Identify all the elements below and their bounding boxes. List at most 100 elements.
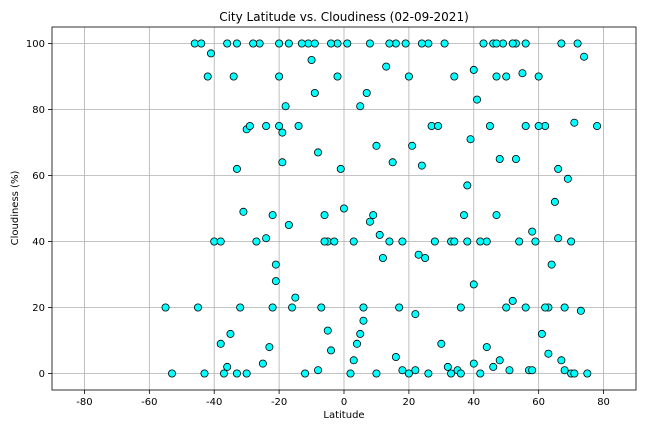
data-point: [482, 343, 491, 352]
data-point: [232, 164, 241, 173]
x-tick-label: -80: [76, 397, 92, 408]
data-point: [544, 349, 553, 358]
data-point: [508, 39, 517, 48]
data-point: [550, 197, 559, 206]
data-point: [307, 56, 316, 65]
data-point: [252, 237, 261, 246]
data-point: [476, 369, 485, 378]
data-point: [346, 369, 355, 378]
data-point: [310, 89, 319, 98]
data-point: [557, 356, 566, 365]
data-point: [411, 366, 420, 375]
data-point: [232, 39, 241, 48]
data-point: [408, 141, 417, 150]
data-point: [469, 280, 478, 289]
data-point: [489, 362, 498, 371]
data-point: [421, 253, 430, 262]
data-point: [401, 39, 410, 48]
data-point: [528, 366, 537, 375]
data-point: [352, 339, 361, 348]
data-point: [378, 253, 387, 262]
data-point: [268, 211, 277, 220]
data-point: [327, 39, 336, 48]
y-tick-label: 100: [26, 39, 45, 50]
data-point: [206, 49, 215, 58]
data-point: [314, 148, 323, 157]
y-tick-label: 0: [39, 369, 45, 380]
data-point: [398, 366, 407, 375]
data-point: [557, 39, 566, 48]
data-point: [502, 303, 511, 312]
data-point: [417, 161, 426, 170]
data-point: [541, 303, 550, 312]
data-point: [161, 303, 170, 312]
data-point: [515, 237, 524, 246]
data-point: [216, 237, 225, 246]
data-point: [365, 39, 374, 48]
data-point: [469, 65, 478, 74]
data-point: [404, 72, 413, 81]
x-tick-label: 20: [403, 397, 416, 408]
y-tick-label: 20: [32, 303, 45, 314]
data-point: [284, 39, 293, 48]
data-point: [349, 237, 358, 246]
data-point: [219, 369, 228, 378]
data-point: [466, 135, 475, 144]
data-point: [301, 369, 310, 378]
data-point: [320, 237, 329, 246]
data-point: [583, 369, 592, 378]
data-point: [385, 237, 394, 246]
x-tick-label: -40: [206, 397, 222, 408]
data-point: [343, 39, 352, 48]
y-axis-label: Cloudiness (%): [10, 171, 21, 246]
data-point: [275, 122, 284, 131]
data-point: [450, 237, 459, 246]
data-point: [450, 72, 459, 81]
data-point: [473, 95, 482, 104]
x-tick-label: 40: [467, 397, 480, 408]
data-point: [398, 237, 407, 246]
data-point: [492, 39, 501, 48]
data-point: [223, 39, 232, 48]
data-point: [356, 102, 365, 111]
data-point: [216, 339, 225, 348]
data-point: [232, 369, 241, 378]
data-point: [275, 39, 284, 48]
x-tick-label: 60: [532, 397, 545, 408]
y-tick-label: 60: [32, 171, 45, 182]
data-point: [430, 237, 439, 246]
data-point: [223, 362, 232, 371]
x-axis-label: Latitude: [323, 410, 364, 421]
data-point: [414, 250, 423, 259]
data-point: [502, 72, 511, 81]
data-point: [537, 329, 546, 338]
x-tick-label: 0: [341, 397, 347, 408]
data-point: [193, 303, 202, 312]
data-point: [417, 39, 426, 48]
data-point: [288, 303, 297, 312]
data-point: [362, 89, 371, 98]
data-point: [505, 366, 514, 375]
data-point: [547, 260, 556, 269]
data-point: [333, 72, 342, 81]
data-point: [369, 211, 378, 220]
data-point: [265, 343, 274, 352]
y-axis-ticks: 0 20 40 60 80 100: [26, 39, 52, 380]
x-tick-label: -20: [271, 397, 287, 408]
data-point: [460, 211, 469, 220]
data-point: [391, 352, 400, 361]
data-point: [479, 39, 488, 48]
data-point: [294, 122, 303, 131]
data-point: [297, 39, 306, 48]
data-point: [278, 128, 287, 137]
data-point: [570, 369, 579, 378]
data-point: [330, 237, 339, 246]
data-point: [593, 122, 602, 131]
data-point: [320, 211, 329, 220]
data-point: [495, 356, 504, 365]
data-point: [521, 303, 530, 312]
data-point: [492, 211, 501, 220]
data-point: [443, 362, 452, 371]
data-point: [576, 306, 585, 315]
